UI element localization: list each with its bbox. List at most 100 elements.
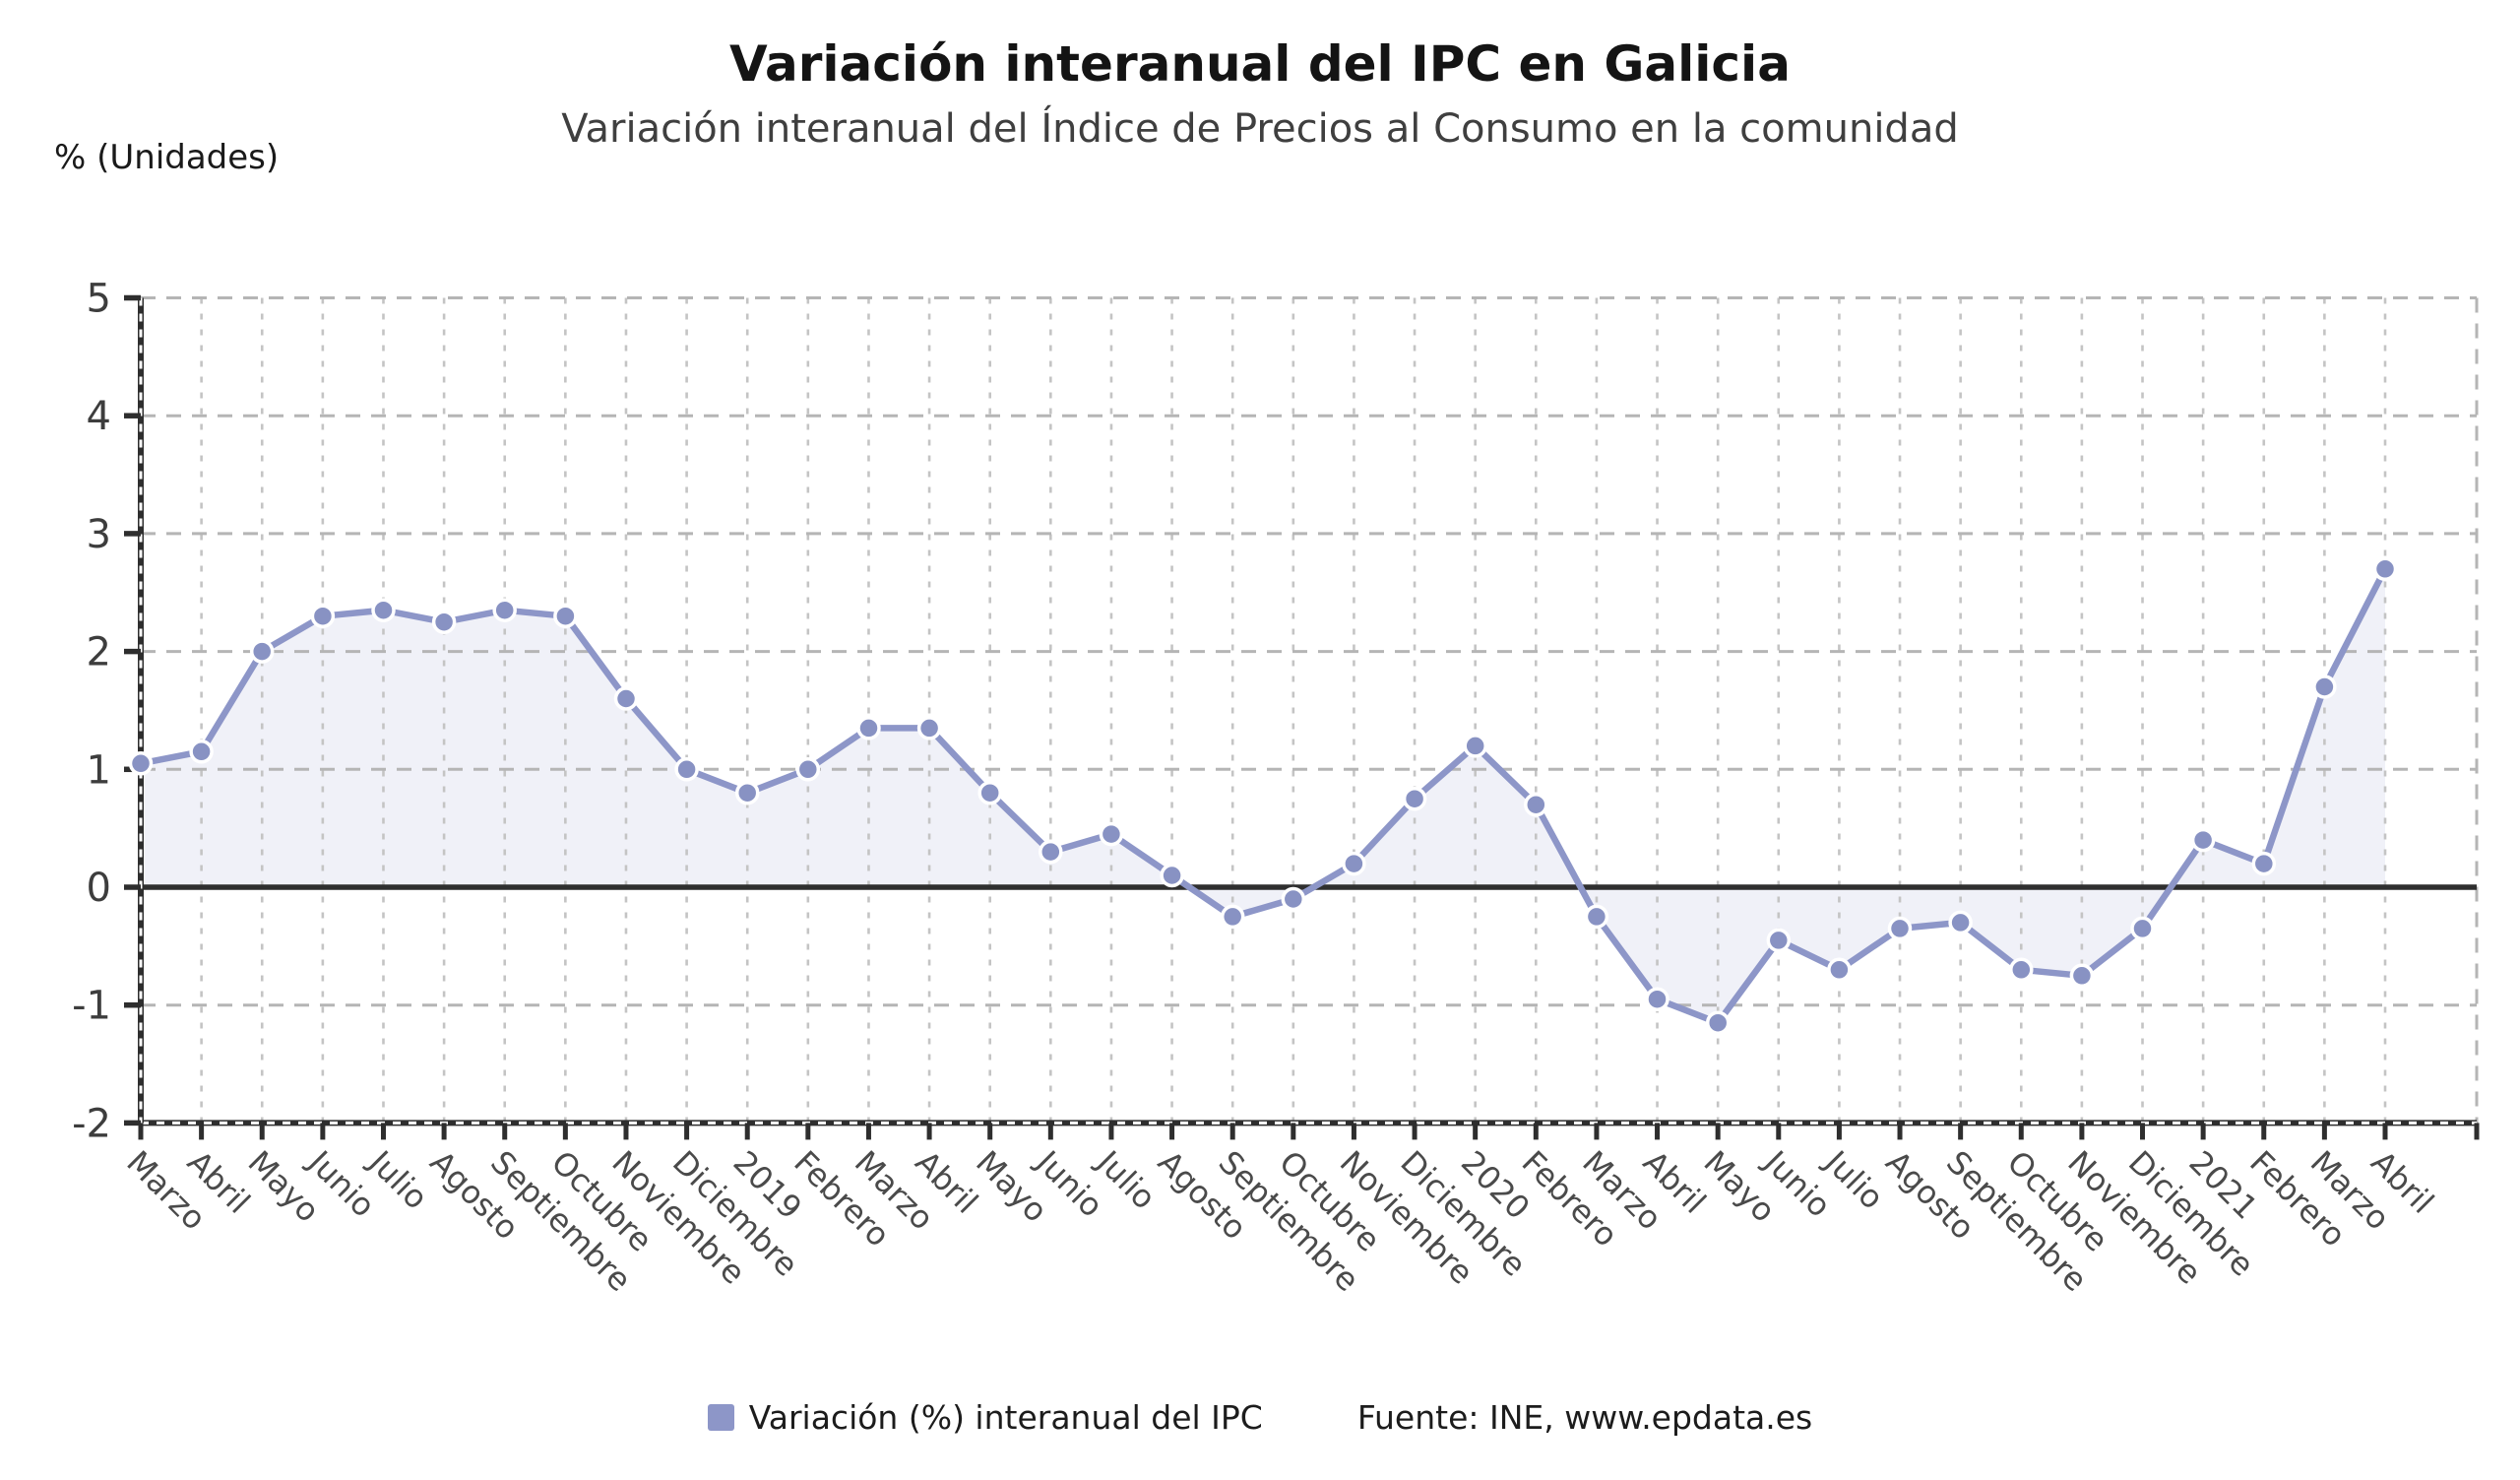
x-axis-tick	[805, 1123, 811, 1140]
y-tick-label: 3	[87, 512, 111, 557]
data-point[interactable]	[856, 716, 881, 740]
data-point[interactable]	[2069, 963, 2095, 989]
data-point[interactable]	[2251, 851, 2277, 876]
data-point[interactable]	[1220, 904, 1245, 930]
data-point[interactable]	[916, 716, 942, 740]
y-axis-tick	[124, 413, 141, 418]
data-point[interactable]	[1160, 863, 1184, 888]
data-point[interactable]	[1645, 987, 1670, 1011]
data-point[interactable]	[371, 598, 396, 622]
x-axis-tick	[1958, 1123, 1964, 1140]
chart-subtitle: Variación interanual del Índice de Preci…	[561, 106, 1959, 152]
data-point[interactable]	[1766, 928, 1792, 953]
data-point[interactable]	[1524, 792, 1548, 817]
x-axis-tick	[1715, 1123, 1721, 1140]
x-axis-tick	[987, 1123, 993, 1140]
legend: Variación (%) interanual del IPC Fuente:…	[0, 1398, 2520, 1437]
data-point[interactable]	[2372, 556, 2398, 582]
area-fill	[141, 568, 2385, 1023]
y-tick-label: 2	[87, 630, 111, 676]
data-point[interactable]	[1948, 910, 1973, 935]
x-axis-tick	[684, 1123, 690, 1140]
x-axis-tick	[1836, 1123, 1842, 1140]
data-point[interactable]	[1584, 904, 1609, 930]
x-axis-tick	[865, 1123, 871, 1140]
data-point[interactable]	[2190, 827, 2216, 853]
y-axis-tick	[124, 294, 141, 301]
y-axis-unit-label: % (Unidades)	[54, 138, 280, 177]
y-tick-label: 0	[87, 866, 111, 911]
x-axis-tick	[1047, 1123, 1053, 1140]
data-point[interactable]	[1099, 821, 1124, 847]
y-tick-label: 1	[87, 747, 111, 793]
data-point[interactable]	[2130, 916, 2155, 941]
chart-title: Variación interanual del IPC en Galicia	[729, 35, 1791, 93]
source-label: Fuente: INE, www.epdata.es	[1356, 1398, 1813, 1437]
data-point[interactable]	[1887, 916, 1913, 941]
data-point[interactable]	[2009, 957, 2034, 983]
data-point[interactable]	[1827, 957, 1852, 983]
data-point[interactable]	[795, 757, 821, 782]
data-point[interactable]	[431, 610, 457, 634]
x-axis-tick	[1776, 1123, 1782, 1140]
x-axis-tick	[2140, 1123, 2146, 1140]
x-axis-tick	[1655, 1123, 1661, 1140]
data-point[interactable]	[553, 604, 578, 628]
x-axis-tick	[1594, 1123, 1600, 1140]
x-axis-tick	[2382, 1123, 2388, 1140]
y-axis-tick	[124, 648, 141, 655]
x-axis-tick	[1108, 1123, 1114, 1140]
legend-swatch-icon	[707, 1404, 734, 1431]
x-axis-tick	[502, 1123, 508, 1140]
x-axis-tick	[1473, 1123, 1479, 1140]
x-axis-tick	[441, 1123, 447, 1140]
x-axis-tick	[2261, 1123, 2267, 1140]
y-tick-label: 4	[87, 394, 111, 439]
y-tick-label: -2	[72, 1101, 111, 1146]
source-item: Fuente: INE, www.epdata.es	[1357, 1398, 1812, 1437]
y-axis-tick	[124, 884, 141, 890]
data-point[interactable]	[1705, 1010, 1731, 1035]
data-point[interactable]	[674, 757, 699, 782]
data-point[interactable]	[977, 780, 1002, 805]
data-point[interactable]	[128, 751, 154, 776]
x-axis-tick	[2474, 1123, 2480, 1140]
x-axis-tick	[380, 1123, 386, 1140]
x-axis-tick	[259, 1123, 265, 1140]
data-point[interactable]	[1039, 839, 1063, 865]
data-point[interactable]	[1281, 886, 1306, 912]
data-point[interactable]	[492, 598, 517, 622]
data-point[interactable]	[310, 604, 336, 628]
x-axis-tick	[562, 1123, 568, 1140]
data-point[interactable]	[2312, 675, 2337, 699]
legend-series-label: Variación (%) interanual del IPC	[748, 1398, 1263, 1437]
y-axis-tick	[124, 531, 141, 537]
data-point[interactable]	[1342, 851, 1366, 876]
data-point[interactable]	[189, 740, 214, 764]
data-point[interactable]	[613, 686, 639, 711]
x-axis-tick	[1533, 1123, 1539, 1140]
x-axis-tick	[1897, 1123, 1903, 1140]
data-point[interactable]	[249, 639, 275, 664]
x-axis-tick	[138, 1123, 144, 1140]
x-axis-tick	[926, 1123, 932, 1140]
x-axis-tick	[1291, 1123, 1296, 1140]
x-axis-tick	[320, 1123, 326, 1140]
data-point[interactable]	[734, 780, 760, 805]
x-axis-tick	[744, 1123, 750, 1140]
y-tick-label: -1	[72, 984, 111, 1029]
data-point[interactable]	[1463, 734, 1487, 758]
y-axis-tick	[124, 1120, 141, 1126]
legend-item[interactable]: Variación (%) interanual del IPC	[707, 1398, 1263, 1437]
data-point[interactable]	[1402, 786, 1427, 811]
y-axis-tick	[124, 1001, 141, 1008]
x-axis-tick	[1169, 1123, 1175, 1140]
x-axis-tick	[2079, 1123, 2085, 1140]
x-axis-tick	[2018, 1123, 2024, 1140]
y-tick-label: 5	[87, 277, 111, 322]
x-axis-tick	[199, 1123, 205, 1140]
x-axis-tick	[1229, 1123, 1235, 1140]
x-axis-tick	[623, 1123, 629, 1140]
x-axis-tick	[2200, 1123, 2206, 1140]
